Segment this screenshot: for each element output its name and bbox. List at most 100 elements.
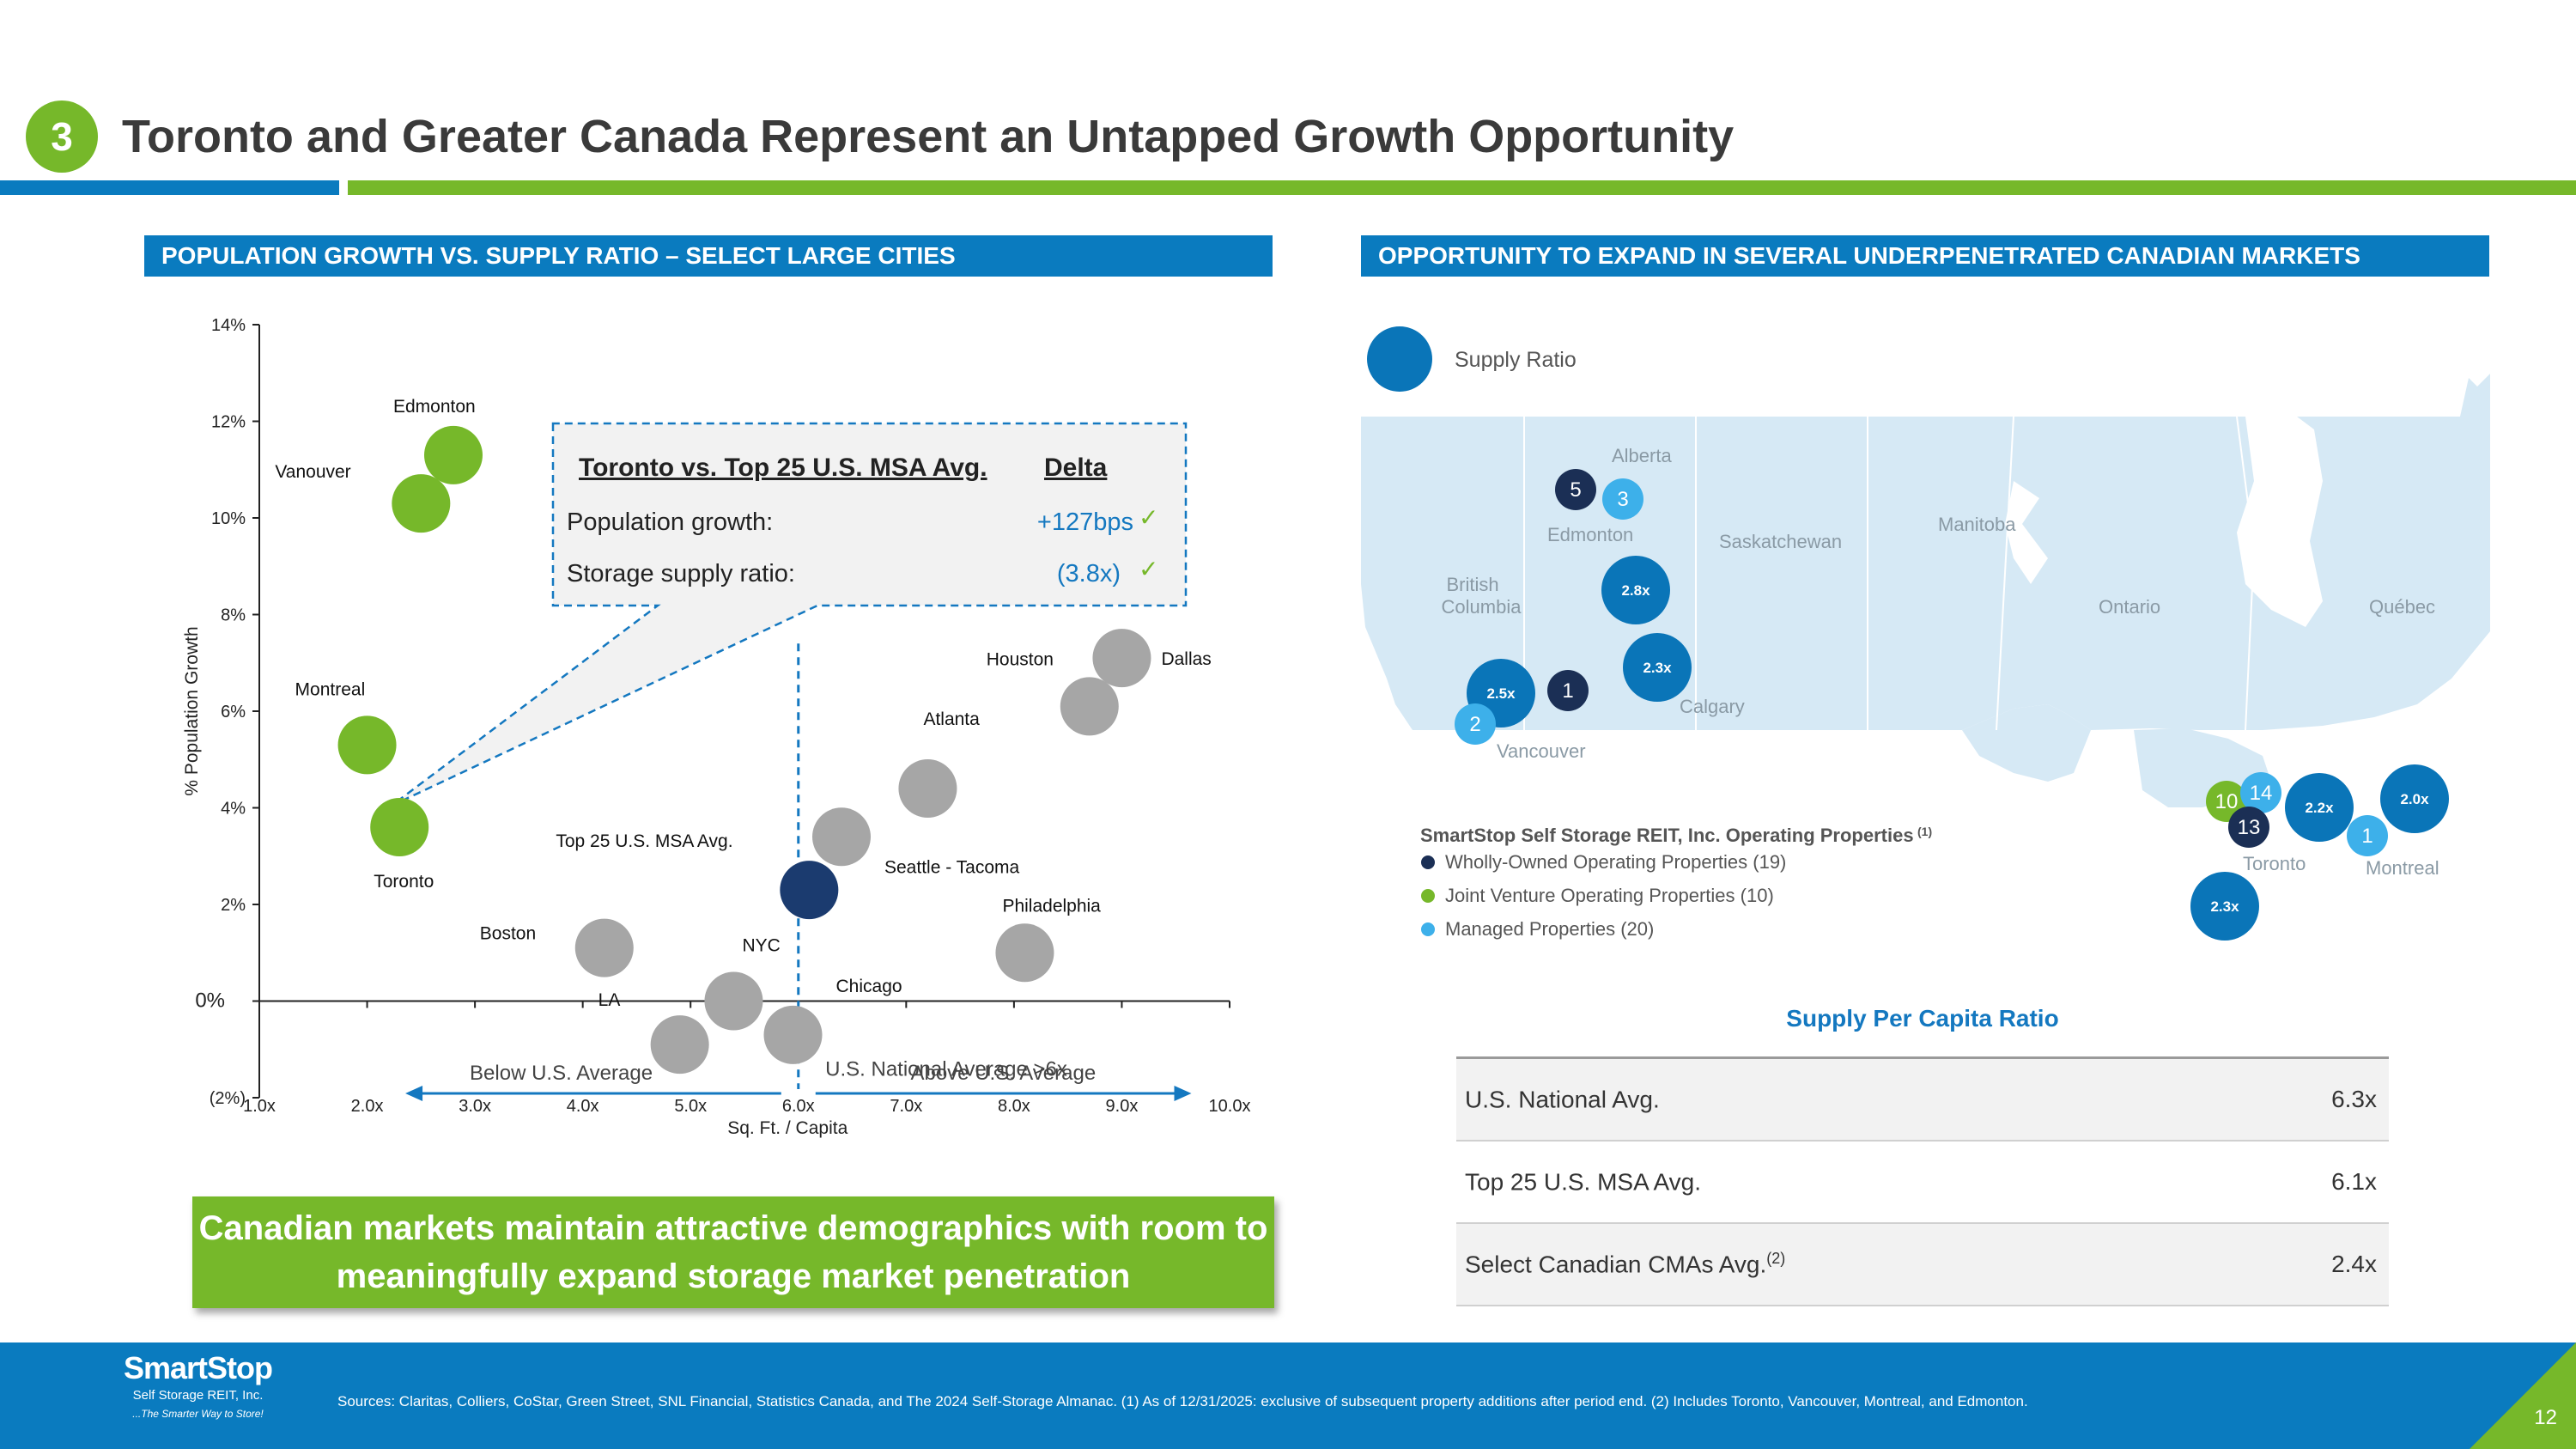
supply-ratio-bubble bbox=[2190, 872, 2259, 941]
supply-ratio-label: 2.0x bbox=[2400, 791, 2429, 807]
city-label: Edmonton bbox=[1547, 524, 1633, 545]
logo-tagline: ...The Smarter Way to Store! bbox=[132, 1408, 264, 1420]
page-title: Toronto and Greater Canada Represent an … bbox=[122, 111, 1735, 162]
callout-row-value: +127bps bbox=[1036, 508, 1133, 536]
data-point bbox=[424, 425, 483, 484]
point-label: Dallas bbox=[1161, 649, 1211, 669]
x-tick-label: 3.0x bbox=[459, 1097, 491, 1116]
y-axis-title: % Population Growth bbox=[182, 626, 202, 795]
legend-item-label: Managed Properties (20) bbox=[1445, 918, 1654, 940]
data-point bbox=[392, 474, 451, 533]
checkmark-icon: ✓ bbox=[1139, 555, 1159, 583]
below-arrow-head bbox=[405, 1086, 423, 1101]
point-label: Seattle - Tacoma bbox=[884, 857, 1020, 877]
data-point bbox=[574, 918, 634, 977]
y-tick-label: 14% bbox=[211, 316, 246, 335]
point-label: Philadelphia bbox=[1002, 896, 1101, 916]
below-average-label: Below U.S. Average bbox=[470, 1062, 653, 1085]
supply-ratio-bubble bbox=[1601, 556, 1670, 624]
point-label: Top 25 U.S. MSA Avg. bbox=[556, 831, 732, 851]
y-tick-label: 8% bbox=[221, 606, 246, 625]
x-tick-label: 6.0x bbox=[782, 1097, 815, 1116]
page-number: 12 bbox=[2534, 1406, 2557, 1429]
smartstop-logo: SmartStop Self Storage REIT, Inc. ...The… bbox=[118, 1350, 277, 1420]
y-tick-label: 12% bbox=[211, 413, 246, 432]
row-label: U.S. National Avg. bbox=[1465, 1086, 1660, 1113]
map-bubbles: 2.8x 2.3x 2.5x 2.2x 2.0x 2.3x 5 3 1 2 10 14 13 1 bbox=[1455, 469, 2449, 941]
data-point bbox=[898, 759, 957, 818]
property-count-label: 13 bbox=[2238, 816, 2261, 839]
data-point bbox=[704, 971, 763, 1031]
property-count-bubble bbox=[2347, 815, 2388, 856]
y-tick-label: 0% bbox=[195, 989, 225, 1013]
data-point bbox=[337, 715, 397, 775]
x-tick-label: 10.0x bbox=[1209, 1097, 1251, 1116]
property-count-bubble bbox=[1455, 703, 1496, 745]
legend-swatch bbox=[1421, 889, 1435, 903]
data-point bbox=[995, 923, 1054, 983]
takeaway-box: Canadian markets maintain attractive dem… bbox=[192, 1196, 1274, 1308]
x-tick-label: 7.0x bbox=[890, 1097, 922, 1116]
data-point bbox=[1092, 629, 1151, 688]
row-label: Select Canadian CMAs Avg.(2) bbox=[1465, 1250, 1786, 1278]
point-label: LA bbox=[598, 990, 621, 1010]
row-value: 6.1x bbox=[2331, 1168, 2377, 1195]
supply-ratio-label: 2.2x bbox=[2305, 800, 2334, 816]
province-label: Columbia bbox=[1442, 596, 1522, 618]
title-rule-green bbox=[348, 180, 2576, 195]
x-axis-title: Sq. Ft. / Capita bbox=[727, 1118, 848, 1138]
property-count-bubble bbox=[1602, 478, 1643, 520]
chart-axes: 14% 12% 10% 8% 6% 4% 2% 0% (2%)1.0x 2.0x 3.0x 4.0x 5… bbox=[182, 316, 1250, 1138]
logo-subtitle: Self Storage REIT, Inc. bbox=[132, 1388, 264, 1403]
data-point bbox=[650, 1015, 709, 1075]
point-label: Montreal bbox=[295, 679, 366, 699]
sources-footnote: Sources: Claritas, Colliers, CoStar, Gre… bbox=[337, 1393, 2028, 1409]
province-label: Ontario bbox=[2099, 596, 2160, 618]
row-label: Top 25 U.S. MSA Avg. bbox=[1465, 1168, 1701, 1196]
map-labels: Alberta Saskatchewan Manitoba BritishColumb… bbox=[1442, 445, 2439, 879]
step-number-badge: 3 bbox=[26, 100, 98, 173]
property-count-bubble bbox=[1555, 469, 1596, 510]
point-label: NYC bbox=[742, 936, 780, 956]
legend-swatch bbox=[1421, 922, 1435, 936]
property-count-label: 3 bbox=[1617, 488, 1628, 511]
row-value: 6.3x bbox=[2331, 1086, 2377, 1112]
data-point bbox=[370, 798, 429, 856]
supply-ratio-bubble bbox=[1623, 633, 1692, 702]
point-label: Atlanta bbox=[923, 709, 980, 729]
city-label: Toronto bbox=[2243, 853, 2306, 874]
property-count-bubble bbox=[2228, 807, 2269, 848]
legend-item-label: Joint Venture Operating Properties (10) bbox=[1445, 885, 1774, 906]
footer-bar bbox=[0, 1342, 2576, 1449]
table-row: Select Canadian CMAs Avg.(2) 2.4x bbox=[1456, 1224, 2389, 1306]
takeaway-line: Canadian markets maintain attractive dem… bbox=[198, 1209, 1268, 1247]
property-count-bubble bbox=[2240, 772, 2281, 813]
point-label: Houston bbox=[987, 649, 1054, 669]
supply-table-title: Supply Per Capita Ratio bbox=[1786, 1005, 2059, 1032]
point-label: Vanouver bbox=[275, 462, 350, 482]
property-count-label: 1 bbox=[2361, 825, 2372, 848]
table-row: Top 25 U.S. MSA Avg. 6.1x bbox=[1456, 1142, 2389, 1224]
properties-legend-footnote: (1) bbox=[1917, 825, 1932, 838]
x-tick-label: 9.0x bbox=[1106, 1097, 1139, 1116]
x-tick-label: 4.0x bbox=[567, 1097, 599, 1116]
left-section-header: POPULATION GROWTH VS. SUPPLY RATIO – SEL… bbox=[144, 235, 1273, 277]
supply-ratio-label: 2.5x bbox=[1486, 685, 1516, 702]
data-point bbox=[780, 861, 839, 920]
property-count-label: 14 bbox=[2250, 782, 2273, 805]
supply-per-capita-table: U.S. National Avg. 6.3x Top 25 U.S. MSA … bbox=[1456, 1056, 2389, 1306]
city-label: Vancouver bbox=[1497, 740, 1586, 762]
property-count-label: 5 bbox=[1570, 478, 1581, 502]
canada-market-map: Alberta Saskatchewan Manitoba BritishColumb… bbox=[1361, 326, 2490, 941]
above-arrow-head bbox=[1174, 1086, 1192, 1101]
x-tick-label: 2.0x bbox=[351, 1097, 384, 1116]
footer-corner-accent bbox=[2470, 1342, 2576, 1449]
right-section-header: OPPORTUNITY TO EXPAND IN SEVERAL UNDERPE… bbox=[1361, 235, 2489, 277]
province-label: Manitoba bbox=[1938, 514, 2016, 535]
x-tick-label: 1.0x bbox=[243, 1097, 276, 1116]
property-count-label: 10 bbox=[2215, 790, 2239, 813]
supply-ratio-bubble bbox=[2285, 773, 2354, 842]
point-label: Toronto bbox=[374, 872, 434, 892]
x-tick-label: 8.0x bbox=[998, 1097, 1030, 1116]
logo-wordmark: SmartStop bbox=[123, 1350, 273, 1385]
